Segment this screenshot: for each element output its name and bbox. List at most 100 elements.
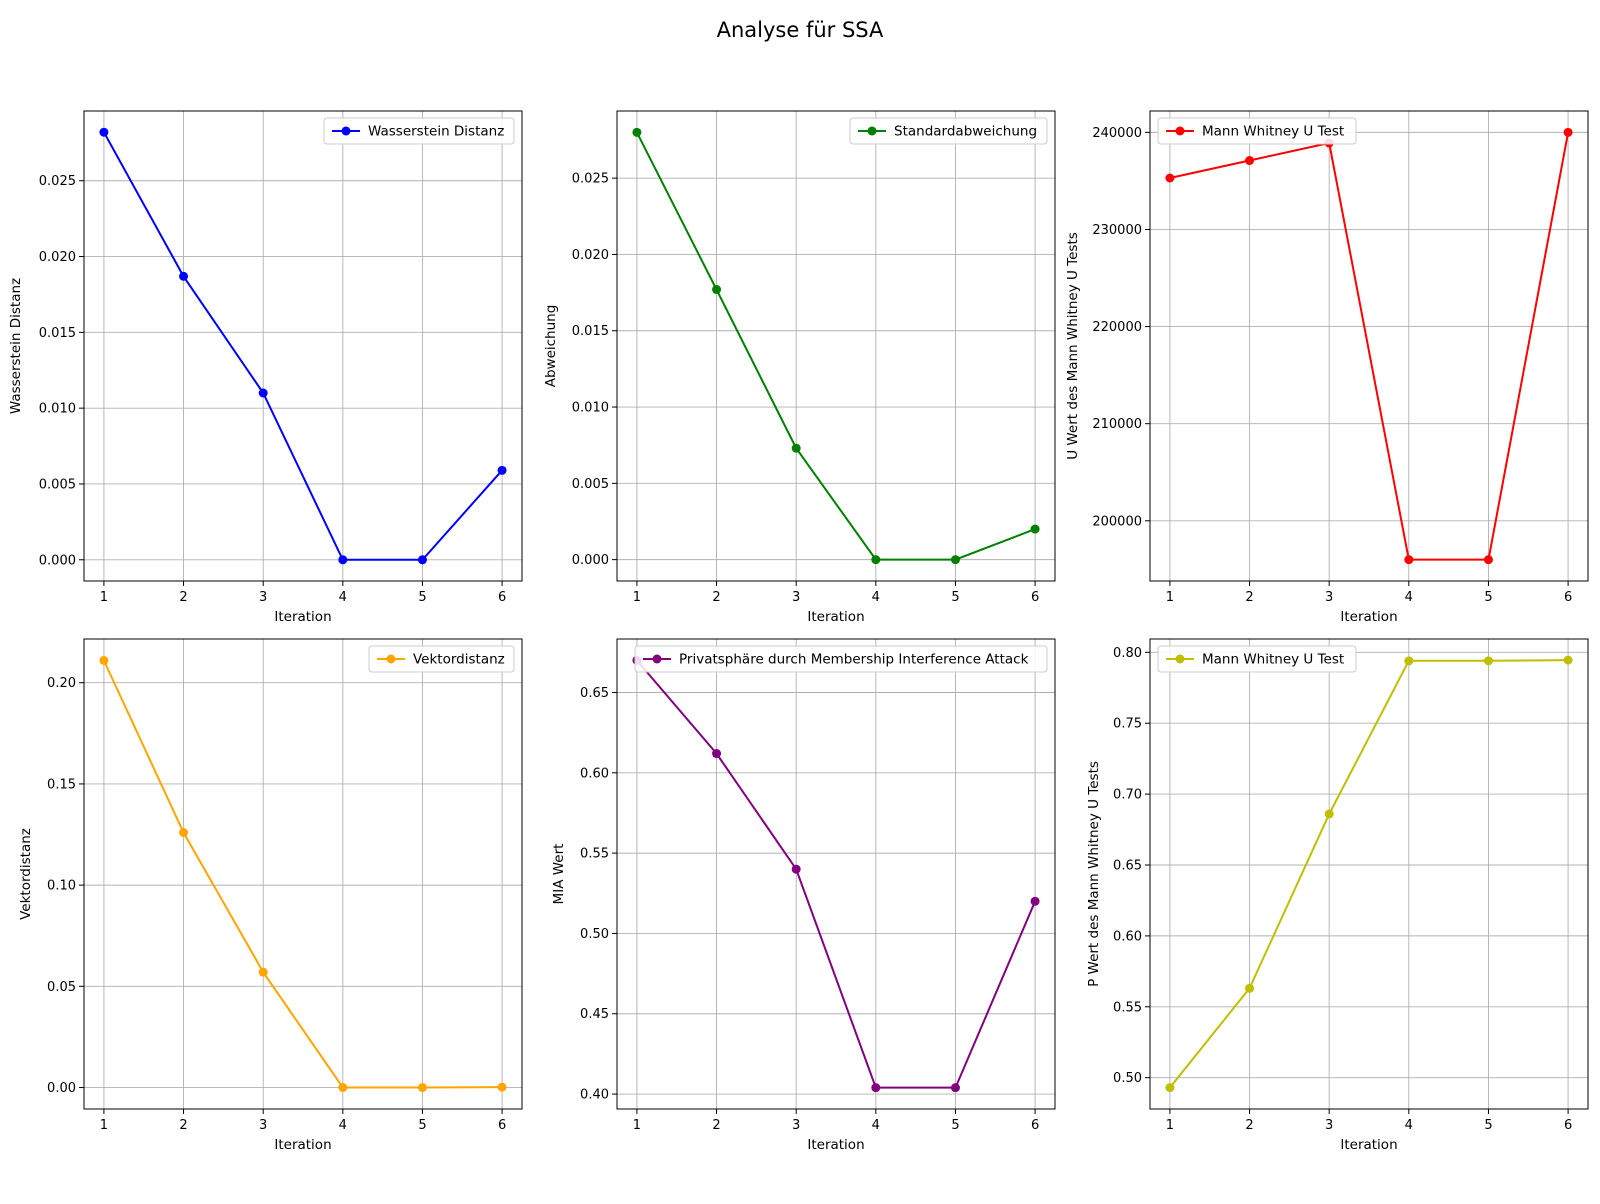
legend: Privatsphäre durch Membership Interferen… bbox=[634, 645, 1048, 673]
legend-box bbox=[323, 117, 515, 145]
legend-label: Standardabweichung bbox=[894, 124, 1037, 140]
x-tick-label: 2 bbox=[712, 590, 720, 605]
y-axis-label: U Wert des Mann Whitney U Tests bbox=[1065, 232, 1081, 460]
legend-marker bbox=[386, 654, 396, 664]
data-point bbox=[791, 864, 801, 874]
y-tick-label: 0.05 bbox=[47, 980, 76, 995]
data-point bbox=[1165, 173, 1175, 183]
legend: Vektordistanz bbox=[368, 645, 515, 673]
y-tick-label: 0.005 bbox=[39, 477, 76, 492]
subplot-2: 1 2 3 4 5 6 0.000 0.005 0.010 0.015 0.020 0.025 Iter… bbox=[543, 110, 1056, 625]
x-axis-label: Iteration bbox=[807, 1137, 864, 1153]
x-tick-label: 3 bbox=[1325, 1118, 1333, 1133]
x-tick-label: 6 bbox=[1564, 590, 1572, 605]
y-tick-label: 0.00 bbox=[47, 1081, 76, 1096]
y-tick-label: 0.025 bbox=[572, 172, 609, 187]
subplot-4: 1 2 3 4 5 6 0.00 0.05 0.10 0.15 0.20 Iteration Vekto… bbox=[18, 638, 523, 1153]
axes-frame bbox=[616, 638, 1056, 1110]
figure-title: Analyse für SSA bbox=[716, 18, 884, 42]
y-tick-label: 0.60 bbox=[580, 766, 609, 781]
y-tick-label: 0.010 bbox=[572, 401, 609, 416]
data-point bbox=[712, 285, 722, 295]
data-point bbox=[417, 1083, 427, 1093]
y-tick-label: 0.20 bbox=[47, 676, 76, 691]
x-tick-label: 2 bbox=[1245, 1118, 1253, 1133]
subplot-6: 1 2 3 4 5 6 0.50 0.55 0.60 0.65 0.70 0.75 0.80 Iterat… bbox=[1086, 638, 1589, 1153]
series-line bbox=[636, 131, 1036, 561]
x-tick-label: 4 bbox=[1405, 590, 1413, 605]
y-tick-label: 230000 bbox=[1092, 223, 1142, 238]
x-tick-label: 5 bbox=[951, 1118, 959, 1133]
y-axis-label: P Wert des Mann Whitney U Tests bbox=[1086, 761, 1102, 987]
legend-box bbox=[368, 645, 515, 673]
legend-box bbox=[849, 117, 1048, 145]
legend-box bbox=[1157, 645, 1357, 673]
legend-label: Vektordistanz bbox=[413, 652, 505, 668]
y-axis-label: MIA Wert bbox=[551, 844, 567, 905]
data-point bbox=[1483, 555, 1493, 565]
y-tick-label: 0.60 bbox=[1113, 929, 1142, 944]
x-tick-label: 4 bbox=[872, 1118, 880, 1133]
legend: Wasserstein Distanz bbox=[323, 117, 515, 145]
y-tick-label: 220000 bbox=[1092, 320, 1142, 335]
legend-label: Mann Whitney U Test bbox=[1202, 652, 1344, 668]
axes-frame bbox=[616, 110, 1056, 582]
y-tick-label: 0.40 bbox=[580, 1088, 609, 1103]
data-point bbox=[417, 555, 427, 565]
data-point bbox=[497, 465, 507, 475]
legend-marker bbox=[867, 126, 877, 136]
y-tick-label: 0.015 bbox=[572, 324, 609, 339]
x-tick-label: 6 bbox=[498, 1118, 506, 1133]
y-tick-label: 0.025 bbox=[39, 174, 76, 189]
legend: Mann Whitney U Test bbox=[1157, 645, 1357, 673]
x-tick-label: 1 bbox=[100, 1118, 108, 1133]
x-tick-label: 1 bbox=[633, 590, 641, 605]
axes-frame bbox=[83, 110, 523, 582]
x-tick-label: 2 bbox=[179, 1118, 187, 1133]
y-tick-label: 240000 bbox=[1092, 126, 1142, 141]
y-tick-label: 0.020 bbox=[572, 248, 609, 263]
y-axis-label: Vektordistanz bbox=[18, 828, 34, 920]
x-axis-label: Iteration bbox=[1340, 609, 1397, 625]
x-axis-label: Iteration bbox=[807, 609, 864, 625]
y-tick-label: 0.15 bbox=[47, 777, 76, 792]
x-tick-label: 1 bbox=[633, 1118, 641, 1133]
y-tick-label: 0.010 bbox=[39, 402, 76, 417]
x-tick-label: 5 bbox=[418, 590, 426, 605]
data-point bbox=[1165, 1083, 1175, 1093]
data-point bbox=[497, 1082, 507, 1092]
data-point bbox=[1030, 524, 1040, 534]
legend: Mann Whitney U Test bbox=[1157, 117, 1357, 145]
data-point bbox=[338, 1083, 348, 1093]
y-tick-label: 0.020 bbox=[39, 250, 76, 265]
data-point bbox=[1245, 983, 1255, 993]
x-tick-label: 4 bbox=[339, 1118, 347, 1133]
legend-marker bbox=[1175, 126, 1185, 136]
x-tick-label: 6 bbox=[1031, 590, 1039, 605]
y-tick-label: 0.55 bbox=[1113, 1000, 1142, 1015]
y-axis-label: Wasserstein Distanz bbox=[8, 278, 24, 414]
y-tick-label: 0.45 bbox=[580, 1007, 609, 1022]
legend-marker bbox=[1175, 654, 1185, 664]
y-tick-label: 0.10 bbox=[47, 879, 76, 894]
y-tick-label: 0.015 bbox=[39, 326, 76, 341]
data-point bbox=[871, 555, 881, 565]
x-tick-label: 3 bbox=[259, 1118, 267, 1133]
y-tick-label: 0.000 bbox=[39, 553, 76, 568]
data-point bbox=[632, 127, 642, 137]
legend-marker bbox=[341, 126, 351, 136]
y-tick-label: 0.55 bbox=[580, 847, 609, 862]
x-tick-label: 1 bbox=[1166, 1118, 1174, 1133]
y-tick-label: 0.75 bbox=[1113, 717, 1142, 732]
data-point bbox=[258, 388, 268, 398]
data-point bbox=[1404, 555, 1414, 565]
x-tick-label: 5 bbox=[418, 1118, 426, 1133]
axes-frame bbox=[83, 638, 523, 1110]
legend-label: Privatsphäre durch Membership Interferen… bbox=[679, 652, 1029, 668]
subplot-5: 1 2 3 4 5 6 0.40 0.45 0.50 0.55 0.60 0.65 Iteration M… bbox=[551, 638, 1056, 1153]
x-tick-label: 5 bbox=[951, 590, 959, 605]
data-point bbox=[1563, 655, 1573, 665]
data-point bbox=[99, 127, 109, 137]
x-axis-label: Iteration bbox=[274, 1137, 331, 1153]
